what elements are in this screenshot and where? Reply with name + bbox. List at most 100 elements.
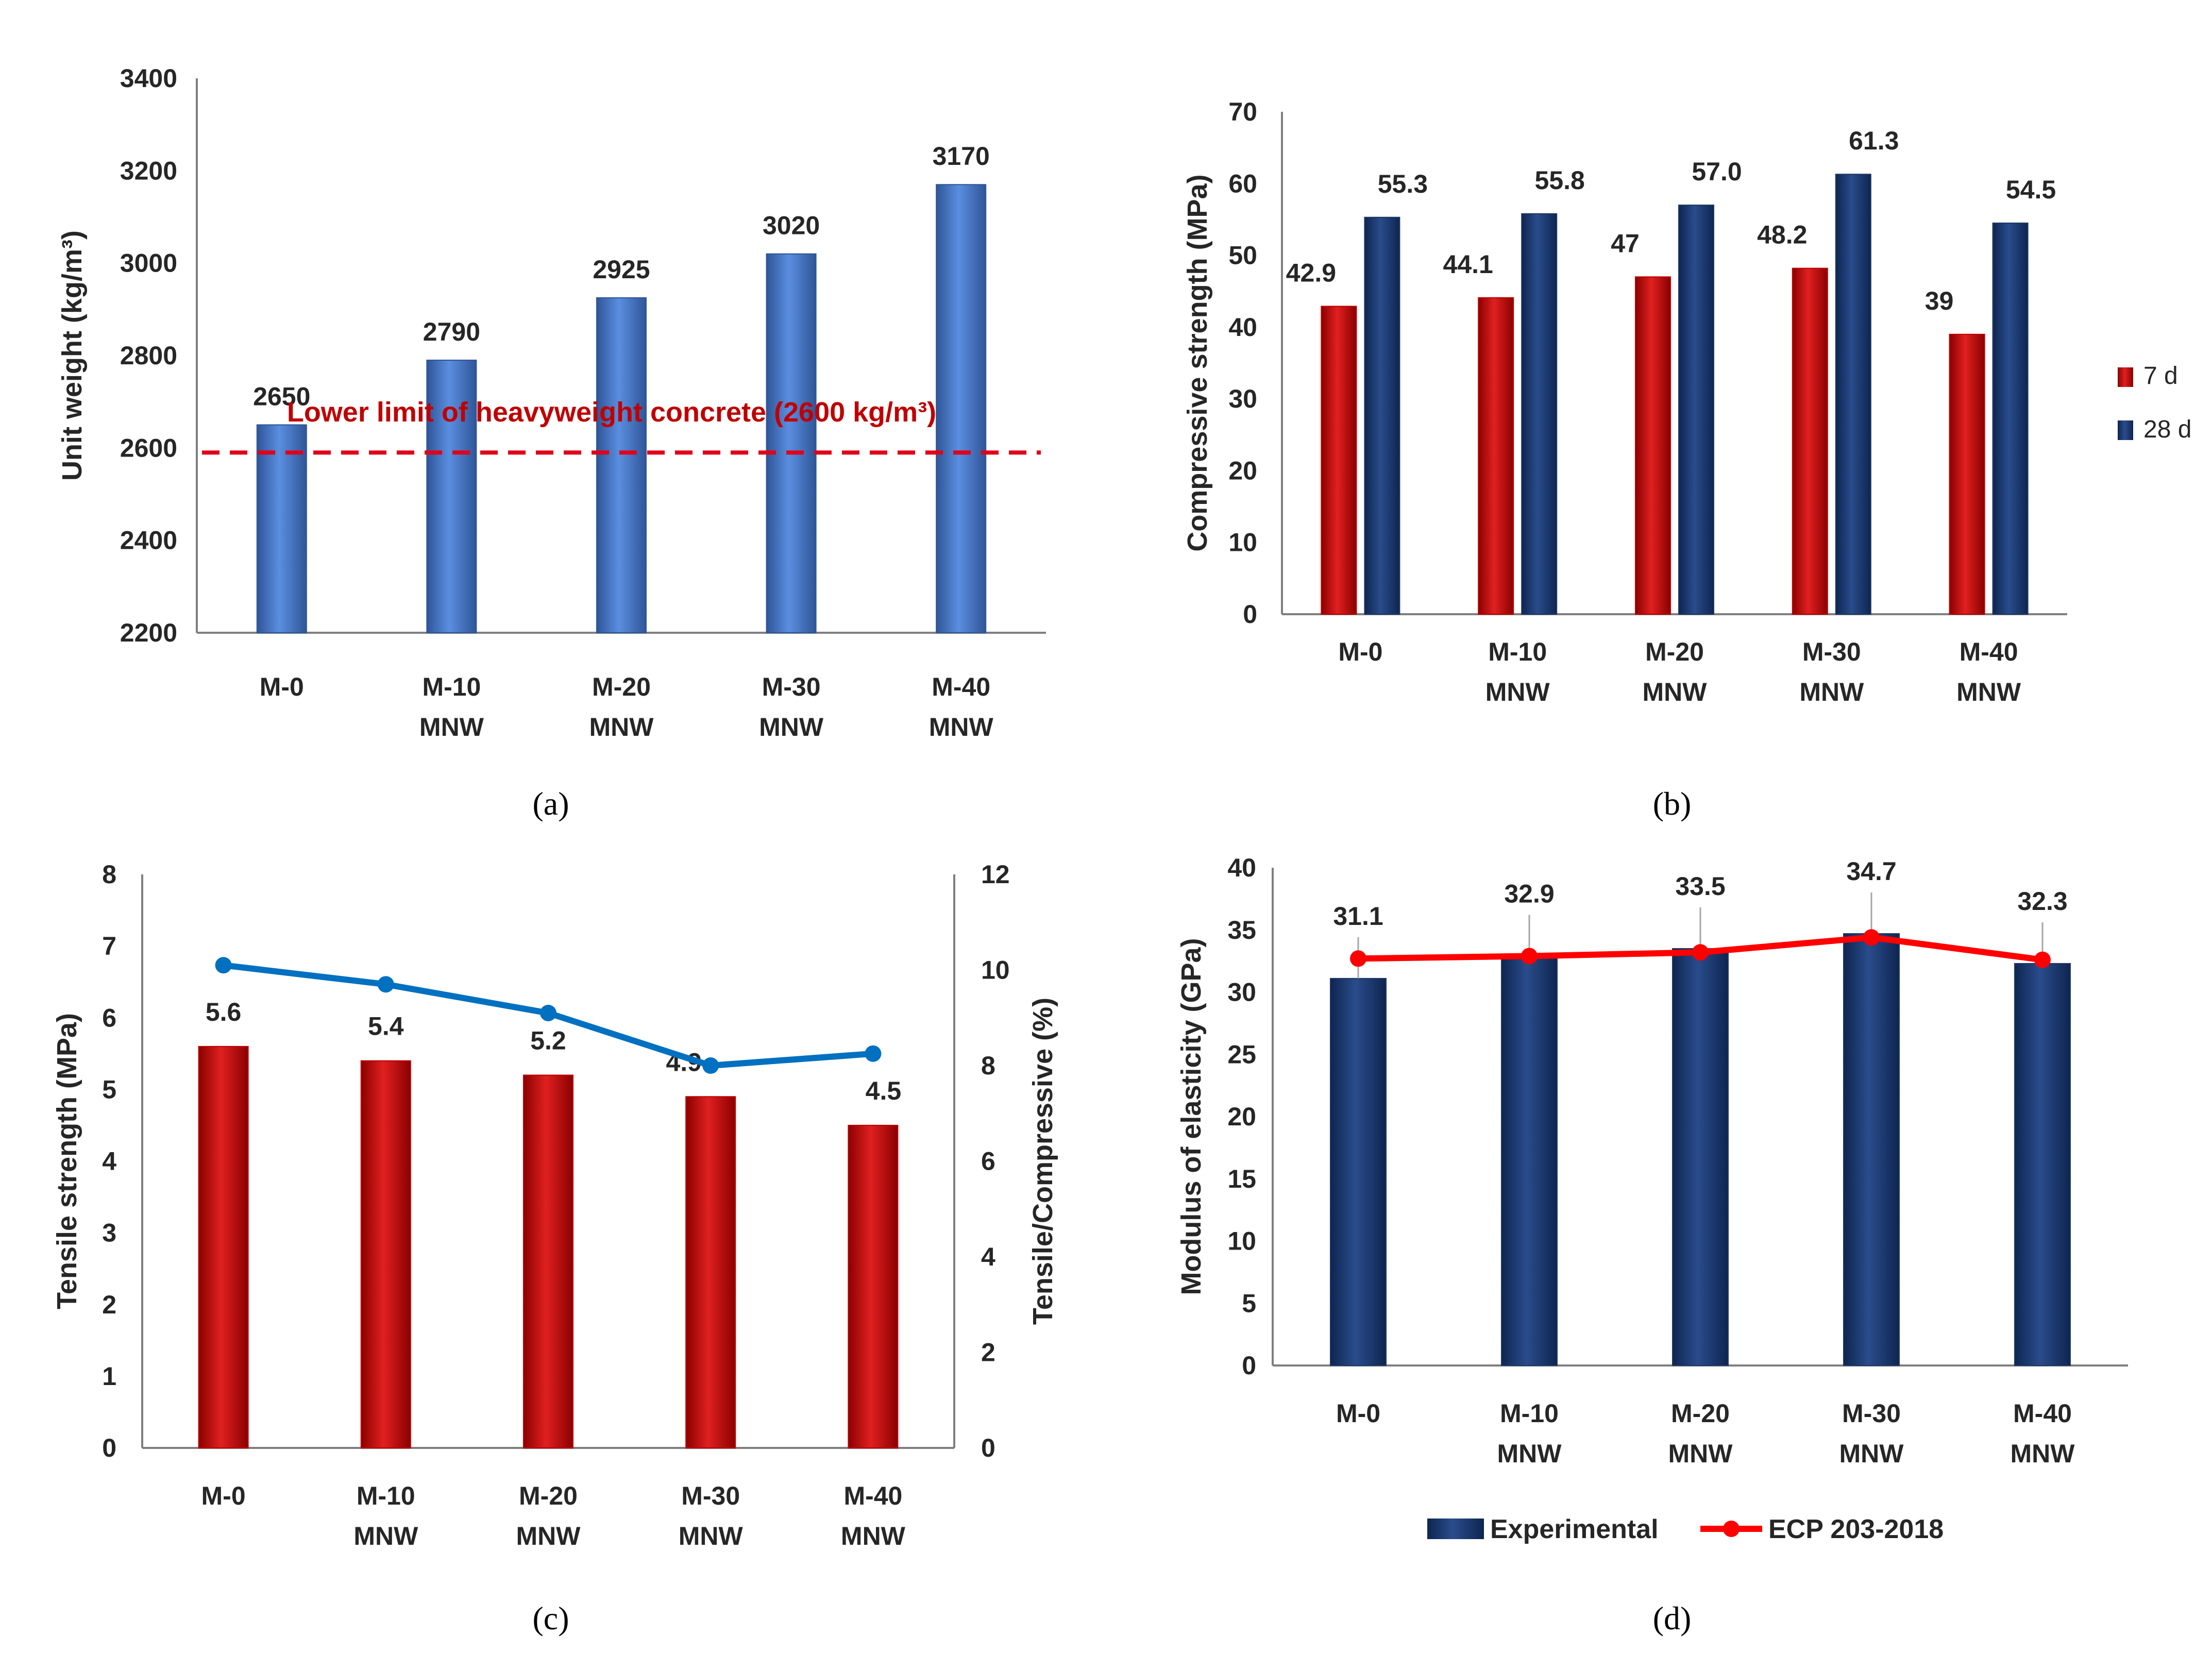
legend-swatch-28d bbox=[2118, 420, 2133, 440]
y-tick-label: 2400 bbox=[120, 526, 177, 555]
x-tick-label-line-1: M-20 bbox=[1671, 1399, 1730, 1428]
y-tick-label: 25 bbox=[1227, 1040, 1256, 1069]
bar-experimental bbox=[1672, 948, 1729, 1366]
data-label: 55.8 bbox=[1535, 166, 1585, 195]
bar-28d bbox=[1992, 222, 2029, 615]
bar-experimental bbox=[1501, 955, 1558, 1366]
y-tick-label: 2200 bbox=[120, 618, 177, 647]
bar bbox=[523, 1074, 573, 1449]
x-tick-label-line-2: MNW bbox=[2011, 1439, 2075, 1468]
reference-line-label: Lower limit of heavyweight concrete (260… bbox=[287, 397, 936, 428]
data-label: 5.4 bbox=[368, 1012, 404, 1041]
y-tick-label: 2600 bbox=[120, 433, 177, 462]
data-label: 31.1 bbox=[1333, 902, 1383, 931]
y-tick-label: 4 bbox=[102, 1147, 116, 1176]
bar bbox=[596, 297, 647, 633]
x-tick-label-line-2: MNW bbox=[516, 1522, 581, 1550]
legend-swatch-experimental bbox=[1427, 1519, 1484, 1539]
bar bbox=[426, 359, 477, 633]
y-tick-label: 6 bbox=[102, 1003, 116, 1032]
legend-swatch-7d bbox=[2118, 367, 2133, 387]
ecp-point bbox=[1692, 944, 1709, 961]
x-tick-label: M-0 bbox=[201, 1481, 246, 1510]
bar-experimental bbox=[1843, 933, 1900, 1366]
x-tick-label-line-2: MNW bbox=[419, 713, 484, 741]
data-label: 2650 bbox=[253, 382, 310, 411]
y-axis-label: Unit weight (kg/m³) bbox=[57, 230, 88, 481]
y-tick-label: 70 bbox=[1228, 97, 1257, 126]
x-tick-label-line-1: M-20 bbox=[592, 672, 651, 701]
ratio-point bbox=[377, 976, 394, 993]
data-label: 5.6 bbox=[206, 998, 242, 1026]
bar bbox=[685, 1096, 736, 1449]
bar-28d bbox=[1364, 216, 1400, 615]
bar-7d bbox=[1792, 267, 1828, 615]
data-label: 48.2 bbox=[1757, 221, 1807, 249]
x-tick-label-line-1: M-30 bbox=[762, 672, 821, 701]
bar-28d bbox=[1835, 174, 1871, 615]
legend-label-7d: 7 d bbox=[2143, 362, 2178, 390]
data-label: 32.9 bbox=[1504, 879, 1554, 908]
y-tick-label: 30 bbox=[1227, 978, 1256, 1007]
x-tick-label-line-1: M-30 bbox=[1802, 637, 1861, 666]
ecp-point bbox=[1521, 948, 1538, 965]
chart-c: 0123456780246810125.6M-05.4M-10MNW5.2M-2… bbox=[52, 860, 1058, 1637]
bar bbox=[360, 1060, 411, 1449]
x-tick-label-line-1: M-40 bbox=[932, 672, 990, 701]
x-tick-label-line-1: M-40 bbox=[2013, 1399, 2072, 1428]
ratio-point bbox=[540, 1004, 556, 1021]
y-tick-label: 20 bbox=[1228, 456, 1257, 485]
y2-axis-label: Tensile/Compressive (%) bbox=[1027, 998, 1058, 1325]
panel-label: (c) bbox=[532, 1600, 569, 1637]
y-tick-label: 40 bbox=[1228, 313, 1257, 342]
x-tick-label-line-2: MNW bbox=[679, 1522, 744, 1550]
legend-marker-ecp bbox=[1723, 1521, 1740, 1537]
chart-a: 2200 2400 2600 2800 3000 3200 3400 2650 M-0 2790 M… bbox=[57, 64, 1046, 822]
bar-experimental bbox=[2014, 963, 2071, 1366]
x-tick-label: M-0 bbox=[260, 672, 304, 701]
bar bbox=[936, 184, 987, 633]
ecp-point bbox=[1863, 929, 1880, 946]
y-tick-label: 5 bbox=[102, 1075, 116, 1104]
bar bbox=[766, 253, 817, 633]
bar-7d bbox=[1478, 297, 1514, 615]
x-tick-label-line-1: M-30 bbox=[681, 1481, 740, 1510]
bar-7d bbox=[1949, 333, 1985, 615]
legend-label-ecp: ECP 203-2018 bbox=[1768, 1514, 1944, 1544]
y-tick-label: 5 bbox=[1242, 1289, 1256, 1318]
ecp-point bbox=[2034, 951, 2051, 968]
x-tick-label-line-2: MNW bbox=[1497, 1439, 1562, 1468]
y-axis-label: Tensile strength (MPa) bbox=[52, 1013, 82, 1309]
legend-label-28d: 28 d bbox=[2143, 416, 2191, 443]
chart-b: 0 10 20 30 40 50 60 70 42.9 55.3 M-0 44.1 55.8 M-10 MN… bbox=[1182, 97, 2191, 822]
data-label: 44.1 bbox=[1443, 250, 1493, 279]
x-tick-label-line-1: M-20 bbox=[519, 1481, 578, 1510]
data-label: 2925 bbox=[593, 255, 650, 284]
y-tick-label: 0 bbox=[1243, 600, 1257, 629]
x-tick-label-line-1: M-10 bbox=[1500, 1399, 1559, 1428]
y2-tick-label: 12 bbox=[981, 860, 1010, 889]
x-tick-label-line-2: MNW bbox=[929, 713, 994, 741]
y2-tick-label: 0 bbox=[981, 1433, 995, 1462]
y-tick-label: 0 bbox=[1242, 1351, 1256, 1380]
bar-7d bbox=[1321, 306, 1357, 615]
legend-label-experimental: Experimental bbox=[1490, 1514, 1659, 1544]
panel-label: (a) bbox=[532, 785, 569, 822]
data-label: 55.3 bbox=[1378, 170, 1428, 198]
x-tick-label-line-2: MNW bbox=[1643, 678, 1708, 706]
y-tick-label: 3 bbox=[102, 1219, 116, 1247]
data-label: 3170 bbox=[933, 142, 990, 171]
x-tick-label: M-0 bbox=[1336, 1399, 1380, 1428]
bar-28d bbox=[1521, 213, 1558, 615]
bar-28d bbox=[1678, 205, 1714, 615]
data-label: 2790 bbox=[423, 317, 480, 346]
x-tick-label-line-1: M-10 bbox=[357, 1481, 415, 1510]
x-tick-label-line-1: M-40 bbox=[1960, 637, 2018, 666]
data-label: 54.5 bbox=[2006, 175, 2056, 204]
panel-label: (b) bbox=[1653, 785, 1692, 822]
y-tick-label: 3400 bbox=[120, 64, 177, 93]
y-tick-label: 2 bbox=[102, 1290, 116, 1319]
y-tick-label: 20 bbox=[1227, 1102, 1256, 1131]
y-axis-label: Compressive strength (MPa) bbox=[1182, 174, 1213, 551]
data-label: 33.5 bbox=[1675, 872, 1725, 901]
